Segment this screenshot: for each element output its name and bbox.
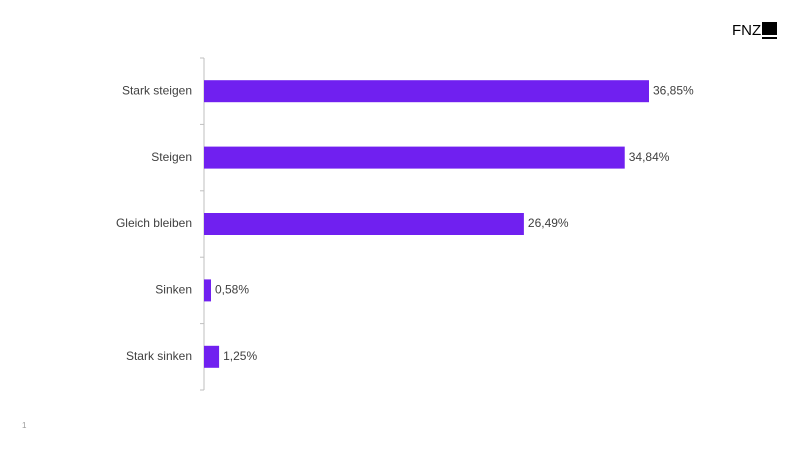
chart: Stark steigen 36,85% Steigen 34,84% Gleich b… — [116, 57, 694, 391]
bar — [204, 279, 212, 302]
value-label: 26,49% — [528, 216, 569, 230]
bar — [204, 80, 649, 103]
category-label: Gleich bleiben — [116, 216, 192, 230]
bar — [204, 213, 524, 235]
value-label: 0,58% — [215, 283, 249, 297]
category-label: Stark sinken — [126, 349, 192, 363]
logo: FNZ — [732, 22, 761, 39]
category-label: Steigen — [151, 150, 192, 164]
value-label: 36,85% — [653, 83, 694, 97]
category-label: Stark steigen — [122, 83, 192, 97]
bar — [204, 345, 220, 368]
value-label: 34,84% — [629, 150, 670, 164]
value-label: 1,25% — [223, 349, 257, 363]
bar — [204, 146, 625, 169]
logo-box — [762, 22, 777, 35]
page-number: 1 — [22, 421, 27, 430]
logo-underline — [762, 37, 777, 39]
category-label: Sinken — [155, 283, 192, 297]
